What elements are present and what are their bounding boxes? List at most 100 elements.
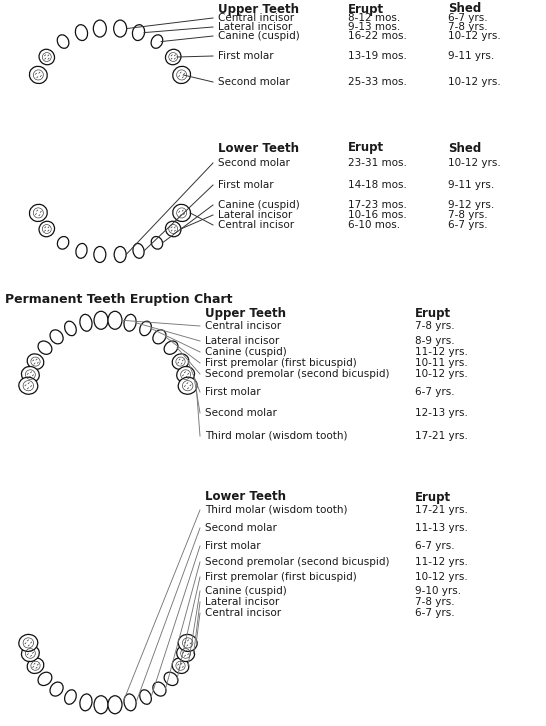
Ellipse shape (64, 321, 76, 335)
Text: 9-13 mos.: 9-13 mos. (348, 22, 400, 32)
Text: Shed: Shed (448, 142, 481, 155)
Ellipse shape (38, 672, 52, 685)
Ellipse shape (151, 35, 163, 49)
Text: 7-8 yrs.: 7-8 yrs. (448, 22, 488, 32)
Ellipse shape (29, 66, 48, 83)
Text: 6-7 yrs.: 6-7 yrs. (448, 220, 488, 230)
Text: 6-7 yrs.: 6-7 yrs. (448, 13, 488, 23)
Text: Canine (cuspid): Canine (cuspid) (218, 200, 300, 210)
Text: Second premolar (second bicuspid): Second premolar (second bicuspid) (205, 369, 389, 379)
Text: Permanent Teeth Eruption Chart: Permanent Teeth Eruption Chart (5, 293, 233, 306)
Ellipse shape (178, 635, 197, 651)
Text: 6-10 mos.: 6-10 mos. (348, 220, 400, 230)
Text: 10-16 mos.: 10-16 mos. (348, 210, 407, 220)
Text: Third molar (wisdom tooth): Third molar (wisdom tooth) (205, 431, 347, 441)
Ellipse shape (80, 694, 92, 711)
Ellipse shape (76, 243, 87, 258)
Text: Upper Teeth: Upper Teeth (205, 308, 286, 320)
Text: 10-11 yrs.: 10-11 yrs. (415, 358, 468, 368)
Ellipse shape (21, 645, 39, 661)
Text: 11-12 yrs.: 11-12 yrs. (415, 347, 468, 357)
Text: 10-12 yrs.: 10-12 yrs. (448, 158, 501, 168)
Ellipse shape (164, 341, 178, 354)
Ellipse shape (75, 25, 87, 41)
Ellipse shape (94, 247, 106, 263)
Text: Lateral incisor: Lateral incisor (205, 336, 279, 346)
Text: Lateral incisor: Lateral incisor (218, 210, 292, 220)
Text: Canine (cuspid): Canine (cuspid) (205, 347, 287, 357)
Text: 17-21 yrs.: 17-21 yrs. (415, 505, 468, 515)
Text: 14-18 mos.: 14-18 mos. (348, 180, 407, 190)
Text: 7-8 yrs.: 7-8 yrs. (415, 321, 455, 331)
Text: Central incisor: Central incisor (218, 220, 294, 230)
Text: 10-12 yrs.: 10-12 yrs. (415, 572, 468, 582)
Ellipse shape (164, 672, 178, 685)
Ellipse shape (27, 658, 44, 674)
Text: 23-31 mos.: 23-31 mos. (348, 158, 407, 168)
Ellipse shape (39, 49, 55, 65)
Text: 7-8 yrs.: 7-8 yrs. (448, 210, 488, 220)
Ellipse shape (178, 378, 197, 394)
Ellipse shape (29, 204, 48, 221)
Text: Second molar: Second molar (205, 523, 277, 533)
Text: Erupt: Erupt (415, 308, 451, 320)
Text: 10-12 yrs.: 10-12 yrs. (448, 77, 501, 87)
Ellipse shape (140, 321, 151, 335)
Text: 25-33 mos.: 25-33 mos. (348, 77, 407, 87)
Ellipse shape (165, 49, 181, 65)
Ellipse shape (108, 311, 122, 330)
Ellipse shape (124, 314, 136, 331)
Text: Erupt: Erupt (415, 491, 451, 504)
Ellipse shape (19, 378, 38, 394)
Text: Central incisor: Central incisor (218, 13, 294, 23)
Ellipse shape (177, 645, 194, 661)
Text: 10-12 yrs.: 10-12 yrs. (448, 31, 501, 41)
Ellipse shape (172, 354, 189, 370)
Ellipse shape (39, 221, 55, 237)
Text: Central incisor: Central incisor (205, 608, 281, 618)
Ellipse shape (50, 330, 63, 344)
Text: First molar: First molar (218, 51, 274, 61)
Text: First premolar (first bicuspid): First premolar (first bicuspid) (205, 572, 357, 582)
Text: First molar: First molar (205, 387, 260, 397)
Text: 8-9 yrs.: 8-9 yrs. (415, 336, 455, 346)
Text: First molar: First molar (218, 180, 274, 190)
Text: 17-23 mos.: 17-23 mos. (348, 200, 407, 210)
Text: 11-13 yrs.: 11-13 yrs. (415, 523, 468, 533)
Ellipse shape (108, 696, 122, 714)
Text: Canine (cuspid): Canine (cuspid) (205, 586, 287, 596)
Text: Lower Teeth: Lower Teeth (205, 491, 286, 504)
Ellipse shape (165, 221, 181, 237)
Ellipse shape (57, 237, 69, 249)
Text: 9-11 yrs.: 9-11 yrs. (448, 51, 494, 61)
Text: 7-8 yrs.: 7-8 yrs. (415, 597, 455, 607)
Text: 6-7 yrs.: 6-7 yrs. (415, 541, 455, 551)
Text: 10-12 yrs.: 10-12 yrs. (415, 369, 468, 379)
Ellipse shape (153, 330, 166, 344)
Text: 11-12 yrs.: 11-12 yrs. (415, 557, 468, 567)
Text: 9-12 yrs.: 9-12 yrs. (448, 200, 494, 210)
Text: Lower Teeth: Lower Teeth (218, 142, 299, 155)
Ellipse shape (133, 25, 145, 41)
Text: 12-13 yrs.: 12-13 yrs. (415, 408, 468, 418)
Text: 16-22 mos.: 16-22 mos. (348, 31, 407, 41)
Text: Second molar: Second molar (218, 77, 290, 87)
Text: First molar: First molar (205, 541, 260, 551)
Ellipse shape (38, 341, 52, 354)
Text: Erupt: Erupt (348, 2, 384, 15)
Ellipse shape (64, 690, 76, 704)
Ellipse shape (94, 311, 108, 330)
Ellipse shape (173, 66, 191, 83)
Text: Second molar: Second molar (205, 408, 277, 418)
Text: 13-19 mos.: 13-19 mos. (348, 51, 407, 61)
Text: 6-7 yrs.: 6-7 yrs. (415, 608, 455, 618)
Ellipse shape (177, 367, 194, 383)
Ellipse shape (19, 635, 38, 651)
Ellipse shape (21, 367, 39, 383)
Ellipse shape (173, 204, 191, 221)
Ellipse shape (57, 35, 69, 49)
Text: Second molar: Second molar (218, 158, 290, 168)
Text: Lateral incisor: Lateral incisor (205, 597, 279, 607)
Ellipse shape (27, 354, 44, 370)
Text: 6-7 yrs.: 6-7 yrs. (415, 387, 455, 397)
